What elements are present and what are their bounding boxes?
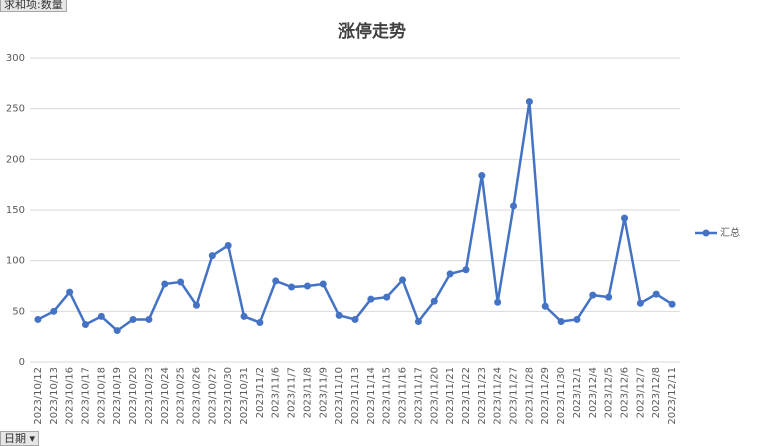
data-point xyxy=(557,317,565,325)
x-tick-label: 2023/11/15 xyxy=(382,367,393,425)
y-tick-label: 300 xyxy=(6,53,25,64)
x-tick-label: 2023/10/12 xyxy=(33,367,44,425)
data-point xyxy=(113,327,121,335)
data-point xyxy=(256,318,264,326)
y-tick-label: 200 xyxy=(6,154,25,165)
x-tick-label: 2023/10/30 xyxy=(223,367,234,425)
y-tick-label: 100 xyxy=(6,256,25,267)
data-point xyxy=(541,302,549,310)
data-point xyxy=(224,241,232,249)
x-tick-label: 2023/10/16 xyxy=(65,367,76,425)
x-tick-label: 2023/10/26 xyxy=(191,367,202,425)
data-point xyxy=(383,293,391,301)
data-point xyxy=(272,277,280,285)
data-point xyxy=(66,288,74,296)
x-tick-label: 2023/10/17 xyxy=(80,367,91,425)
x-tick-label: 2023/12/5 xyxy=(604,367,615,418)
x-tick-label: 2023/12/1 xyxy=(572,367,583,418)
x-tick-label: 2023/11/9 xyxy=(318,367,329,418)
y-tick-label: 150 xyxy=(6,205,25,216)
x-tick-label: 2023/11/17 xyxy=(413,367,424,425)
data-point xyxy=(319,280,327,288)
data-point xyxy=(573,315,581,323)
data-point xyxy=(525,98,533,106)
x-tick-label: 2023/12/8 xyxy=(651,367,662,418)
y-tick-label: 50 xyxy=(12,306,25,317)
data-point xyxy=(589,291,597,299)
x-tick-label: 2023/11/2 xyxy=(255,367,266,418)
x-tick-label: 2023/11/30 xyxy=(556,367,567,425)
x-tick-label: 2023/11/27 xyxy=(509,367,520,425)
data-point xyxy=(621,214,629,222)
x-tick-label: 2023/12/7 xyxy=(635,367,646,418)
category-field-label: 日期 xyxy=(4,432,26,445)
x-tick-label: 2023/11/14 xyxy=(366,367,377,425)
data-point xyxy=(208,252,216,260)
x-tick-label: 2023/10/25 xyxy=(176,367,187,425)
x-tick-label: 2023/10/13 xyxy=(49,367,60,425)
data-point xyxy=(605,293,613,301)
data-point xyxy=(161,280,169,288)
data-point xyxy=(668,300,676,308)
chart-title: 涨停走势 xyxy=(338,21,406,42)
x-tick-label: 2023/12/4 xyxy=(588,367,599,418)
x-tick-label: 2023/11/24 xyxy=(493,367,504,425)
data-point xyxy=(478,172,486,180)
x-tick-label: 2023/11/7 xyxy=(287,367,298,418)
x-tick-label: 2023/10/31 xyxy=(239,367,250,425)
x-tick-label: 2023/11/6 xyxy=(271,367,282,418)
y-tick-label: 0 xyxy=(19,357,25,368)
data-point xyxy=(462,266,470,274)
data-point xyxy=(510,202,518,210)
data-point xyxy=(129,315,137,323)
x-tick-label: 2023/10/19 xyxy=(112,367,123,425)
legend-label: 汇总 xyxy=(720,226,740,239)
x-tick-label: 2023/10/23 xyxy=(144,367,155,425)
x-tick-label: 2023/10/20 xyxy=(128,367,139,425)
value-field-button[interactable]: 求和项:数量 xyxy=(0,0,67,12)
x-tick-label: 2023/11/20 xyxy=(429,367,440,425)
data-point xyxy=(414,317,422,325)
x-tick-label: 2023/11/28 xyxy=(524,367,535,425)
x-tick-label: 2023/11/10 xyxy=(334,367,345,425)
data-point xyxy=(81,321,89,329)
data-point xyxy=(399,276,407,284)
x-tick-label: 2023/11/21 xyxy=(445,367,456,425)
x-tick-label: 2023/11/22 xyxy=(461,367,472,425)
legend-marker xyxy=(702,229,710,237)
x-tick-label: 2023/11/8 xyxy=(302,367,313,418)
data-point xyxy=(430,297,438,305)
data-point xyxy=(192,301,200,309)
x-tick-label: 2023/11/16 xyxy=(398,367,409,425)
data-point xyxy=(494,298,502,306)
data-point xyxy=(335,311,343,319)
x-tick-label: 2023/11/13 xyxy=(350,367,361,425)
data-point xyxy=(351,315,359,323)
data-point xyxy=(50,307,58,315)
data-point xyxy=(240,312,248,320)
x-tick-label: 2023/12/11 xyxy=(667,367,678,425)
y-tick-label: 250 xyxy=(6,104,25,115)
data-point xyxy=(145,315,153,323)
data-point xyxy=(177,278,185,286)
data-point xyxy=(367,295,375,303)
data-point xyxy=(288,283,296,291)
x-tick-label: 2023/12/6 xyxy=(620,367,631,418)
x-tick-label: 2023/11/29 xyxy=(540,367,551,425)
x-tick-label: 2023/10/18 xyxy=(96,367,107,425)
data-point xyxy=(446,270,454,278)
data-point xyxy=(303,282,311,290)
series-line xyxy=(37,100,673,332)
data-point xyxy=(97,312,105,320)
x-tick-label: 2023/10/24 xyxy=(160,367,171,425)
data-point xyxy=(652,290,660,298)
data-point xyxy=(636,299,644,307)
data-point xyxy=(34,315,42,323)
x-tick-label: 2023/11/23 xyxy=(477,367,488,425)
x-tick-label: 2023/10/27 xyxy=(207,367,218,425)
